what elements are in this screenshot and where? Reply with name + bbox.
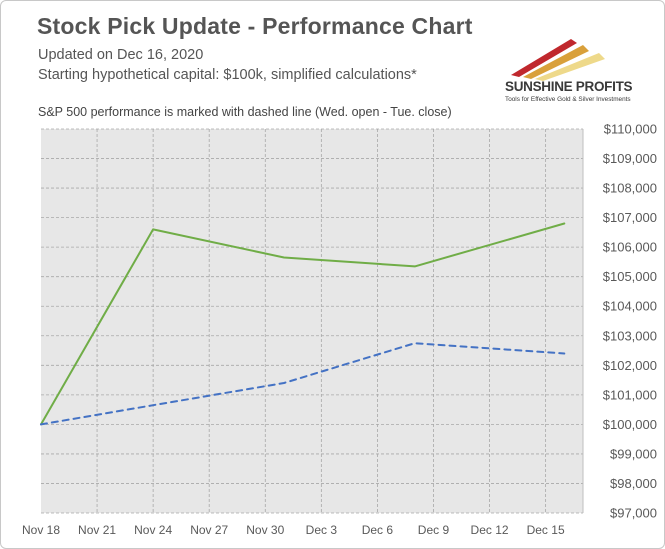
y-tick-label: $109,000 xyxy=(603,151,657,166)
y-tick-label: $108,000 xyxy=(603,181,657,196)
x-tick-label: Dec 9 xyxy=(418,523,450,537)
updated-date: Updated on Dec 16, 2020 xyxy=(38,47,204,63)
x-axis-ticks: Nov 18 Nov 21 Nov 24 Nov 27 Nov 30 Dec 3 Dec 6… xyxy=(22,523,565,537)
y-tick-label: $100,000 xyxy=(603,417,657,432)
y-tick-label: $102,000 xyxy=(603,358,657,373)
y-tick-label: $101,000 xyxy=(603,387,657,402)
x-tick-label: Dec 6 xyxy=(362,523,394,537)
y-tick-label: $99,000 xyxy=(610,446,657,461)
capital-note: Starting hypothetical capital: $100k, si… xyxy=(38,67,417,83)
gridlines xyxy=(41,128,584,514)
x-tick-label: Dec 15 xyxy=(527,523,565,537)
x-tick-label: Nov 24 xyxy=(134,523,172,537)
sp500-series-line xyxy=(40,342,566,426)
y-tick-label: $104,000 xyxy=(603,299,657,314)
y-tick-label: $107,000 xyxy=(603,210,657,225)
series-lines xyxy=(40,222,566,426)
logo-name: SUNSHINE PROFITS xyxy=(505,79,633,94)
y-tick-label: $98,000 xyxy=(610,476,657,491)
plot-area xyxy=(41,129,583,513)
y-tick-label: $106,000 xyxy=(603,240,657,255)
y-tick-label: $103,000 xyxy=(603,328,657,343)
x-tick-label: Nov 30 xyxy=(246,523,284,537)
y-axis-ticks: $97,000 $98,000 $99,000 $100,000 $101,000 $10… xyxy=(603,122,657,521)
y-tick-label: $105,000 xyxy=(603,269,657,284)
y-tick-label: $97,000 xyxy=(610,506,657,521)
sp500-note: S&P 500 performance is marked with dashe… xyxy=(38,105,452,119)
portfolio-series-line xyxy=(40,222,566,426)
x-tick-label: Nov 18 xyxy=(22,523,60,537)
x-tick-label: Nov 27 xyxy=(190,523,228,537)
sunshine-profits-logo-icon xyxy=(511,39,605,81)
y-tick-label: $110,000 xyxy=(604,122,657,137)
chart-title: Stock Pick Update - Performance Chart xyxy=(37,13,473,39)
x-tick-label: Dec 12 xyxy=(471,523,509,537)
x-tick-label: Nov 21 xyxy=(78,523,116,537)
x-tick-label: Dec 3 xyxy=(306,523,338,537)
logo-tagline: Tools for Effective Gold & Silver Invest… xyxy=(505,96,631,103)
